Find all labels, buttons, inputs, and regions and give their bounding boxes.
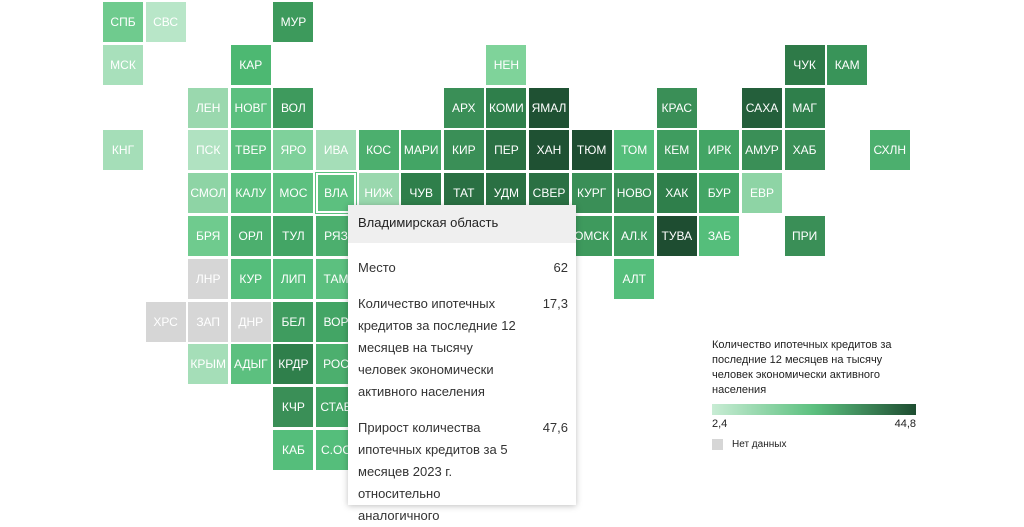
region-tile[interactable]: КРЫМ [188,344,229,385]
tooltip-row: Место 62 [348,257,576,279]
region-tile[interactable]: МОС [273,173,314,214]
region-tile[interactable]: ОМСК [571,216,612,256]
region-tile[interactable]: КНГ [103,130,143,171]
tooltip-label: Прирост количества ипотечных кредитов за… [358,420,508,523]
region-tile[interactable]: ХРС [145,301,186,342]
no-data-label: Нет данных [732,439,787,450]
no-data-swatch [712,439,723,450]
region-tile[interactable]: АМУР [742,130,782,171]
region-tile[interactable]: ЗАП [188,301,229,342]
region-tile[interactable]: КРАС [656,87,697,128]
region-tile[interactable]: ВОЛ [273,87,314,128]
region-tile[interactable]: НОВГ [230,87,271,128]
region-tile[interactable]: ХАБ [784,130,825,171]
region-tile[interactable]: МСК [103,44,143,85]
tooltip-label: Количество ипотечных кредитов за последн… [358,296,516,399]
tooltip: Владимирская область Место 62 Количество и… [348,205,576,523]
region-tile[interactable]: ТЮМ [571,130,612,171]
legend-max: 44,8 [894,418,916,430]
legend-title: Количество ипотечных кредитов за последн… [712,339,892,396]
region-tile[interactable]: АЛТ [614,258,655,299]
region-tile[interactable]: СХЛН [869,130,910,171]
legend-gradient [712,404,916,415]
region-tile[interactable]: ЯМАЛ [529,87,569,128]
region-tile[interactable]: ЕВР [742,173,782,214]
tooltip-title: Владимирская область [348,205,576,243]
tooltip-value: 17,3 [542,296,568,311]
region-tile[interactable]: ТВЕР [230,130,271,171]
region-tile[interactable]: ИРК [699,130,740,171]
region-tile[interactable]: ЛИП [273,258,314,299]
tooltip-row: Прирост количества ипотечных кредитов за… [348,417,576,527]
tooltip-row: Количество ипотечных кредитов за последн… [348,293,576,403]
region-tile[interactable]: КАЛУ [230,173,271,214]
page: СПБ СВС МУР МСК КАР НЕН ЧУК КАМ ЛЕН НОВГ ВОЛ АРХ КОМ… [103,2,922,523]
region-tile[interactable]: СВС [145,2,186,42]
region-tile[interactable]: ОРЛ [230,216,271,256]
region-tile[interactable]: КАР [230,44,271,85]
region-tile[interactable]: ЯРО [273,130,314,171]
region-tile[interactable]: ХАК [656,173,697,214]
region-tile[interactable]: ЗАБ [699,216,740,256]
legend: Количество ипотечных кредитов за последн… [712,338,922,450]
region-tile[interactable]: ЛЕН [188,87,229,128]
region-tile[interactable]: МУР [273,2,314,42]
region-tile[interactable]: МАРИ [401,130,442,171]
region-tile[interactable]: НОВО [614,173,655,214]
region-tile[interactable]: ТУЛ [273,216,314,256]
region-tile[interactable]: ЛНР [188,258,229,299]
region-tile[interactable]: ЧУК [784,44,825,85]
region-tile[interactable]: АРХ [443,87,484,128]
region-tile[interactable]: ПЕР [486,130,527,171]
region-tile[interactable]: ДНР [230,301,271,342]
region-tile[interactable]: ТОМ [614,130,655,171]
region-tile[interactable]: НЕН [486,44,527,85]
region-tile[interactable]: КИР [443,130,484,171]
region-tile[interactable]: КЧР [273,387,314,428]
region-tile[interactable]: САХА [742,87,782,128]
region-tile[interactable]: КУР [230,258,271,299]
region-tile[interactable]: КРДР [273,344,314,385]
region-tile[interactable]: СПБ [103,2,143,42]
region-tile[interactable]: ХАН [529,130,569,171]
region-tile[interactable]: ПСК [188,130,229,171]
region-tile[interactable]: КОМИ [486,87,527,128]
region-tile[interactable]: КОС [358,130,399,171]
region-tile[interactable]: КАМ [827,44,868,85]
region-tile[interactable]: КАБ [273,430,314,470]
tooltip-label: Место [358,260,396,275]
tooltip-value: 47,6 [542,420,568,435]
region-tile[interactable]: КУРГ [571,173,612,214]
region-tile[interactable]: ПРИ [784,216,825,256]
region-tile[interactable]: БУР [699,173,740,214]
region-tile[interactable]: ИВА [316,130,356,171]
region-tile[interactable]: АЛ.К [614,216,655,256]
legend-min: 2,4 [712,418,728,430]
region-tile[interactable]: БРЯ [188,216,229,256]
region-tile[interactable]: БЕЛ [273,301,314,342]
region-tile[interactable]: АДЫГ [230,344,271,385]
region-tile[interactable]: МАГ [784,87,825,128]
tooltip-value: 62 [553,260,568,275]
region-tile[interactable]: КЕМ [656,130,697,171]
region-tile[interactable]: СМОЛ [188,173,229,214]
region-tile[interactable]: ТУВА [656,216,697,256]
